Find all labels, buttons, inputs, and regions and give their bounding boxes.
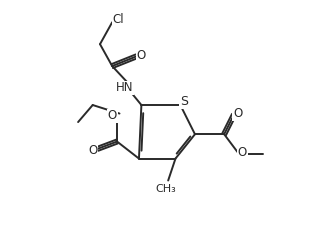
Text: O: O	[137, 49, 146, 62]
Text: S: S	[180, 95, 188, 108]
Text: O: O	[108, 110, 117, 123]
Text: Cl: Cl	[112, 13, 124, 26]
Text: O: O	[88, 144, 97, 157]
Text: O: O	[233, 107, 242, 120]
Text: O: O	[238, 146, 247, 159]
Text: CH₃: CH₃	[155, 184, 176, 194]
Text: HN: HN	[116, 81, 133, 94]
